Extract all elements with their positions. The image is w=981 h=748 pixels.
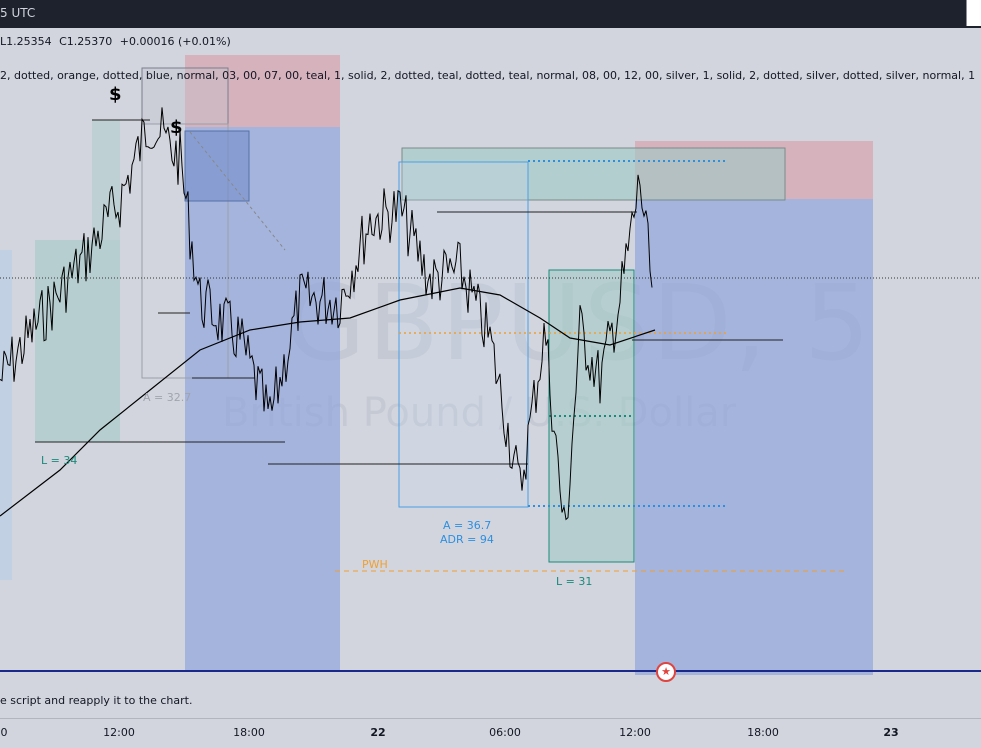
x-tick-label: 12:00 (619, 726, 651, 739)
x-tick-label: 22 (370, 726, 386, 739)
time-axis[interactable] (0, 718, 981, 748)
london-range-box (548, 269, 635, 563)
us-flag-icon[interactable]: ★ (656, 662, 676, 682)
ohlc-low: L1.25354 (0, 35, 52, 48)
asia-range-box (398, 161, 529, 508)
dollar-marker-2: $ (170, 117, 183, 138)
x-tick-label: 12:00 (103, 726, 135, 739)
annotation-l34: L = 34 (41, 454, 78, 467)
x-tick-label: 18:00 (233, 726, 265, 739)
x-tick-label: 18:00 (747, 726, 779, 739)
x-tick-label: 23 (883, 726, 899, 739)
gray-box-2 (141, 123, 229, 379)
moving-average-line (0, 287, 656, 517)
window-title: 5 UTC (0, 6, 36, 20)
top-bar: 5 UTC (0, 0, 981, 28)
teal-zone-1b (92, 120, 120, 240)
error-message: e script and reapply it to the chart. (0, 694, 193, 707)
ohlc-close: C1.25370 (59, 35, 113, 48)
x-tick-label: 0 (0, 726, 8, 739)
status-bar (0, 686, 981, 716)
price-line (0, 107, 653, 521)
price-chart[interactable] (0, 28, 981, 718)
blue-zone-1 (185, 127, 340, 672)
annotation-a367: A = 36.7 (443, 519, 492, 532)
pink-zone-1 (185, 55, 340, 127)
left-session-zone (0, 250, 12, 580)
blue-zone-2 (635, 199, 873, 675)
x-tick-label: 06:00 (489, 726, 521, 739)
annotation-l31: L = 31 (556, 575, 593, 588)
gray-box-1 (141, 67, 229, 125)
window-control[interactable] (966, 0, 981, 26)
ohlc-legend: L1.25354 C1.25370 +0.00016 (+0.01%) (0, 35, 235, 48)
diagonal-dashed-line (189, 131, 286, 251)
teal-zone-top (401, 147, 786, 201)
annotation-adr: ADR = 94 (440, 533, 494, 546)
indicator-params: 2, dotted, orange, dotted, blue, normal,… (0, 69, 976, 82)
annotation-a327: A = 32.7 (143, 391, 192, 404)
ohlc-change: +0.00016 (+0.01%) (119, 35, 231, 48)
dollar-marker-1: $ (109, 84, 122, 105)
annotation-pwh: PWH (362, 558, 388, 571)
